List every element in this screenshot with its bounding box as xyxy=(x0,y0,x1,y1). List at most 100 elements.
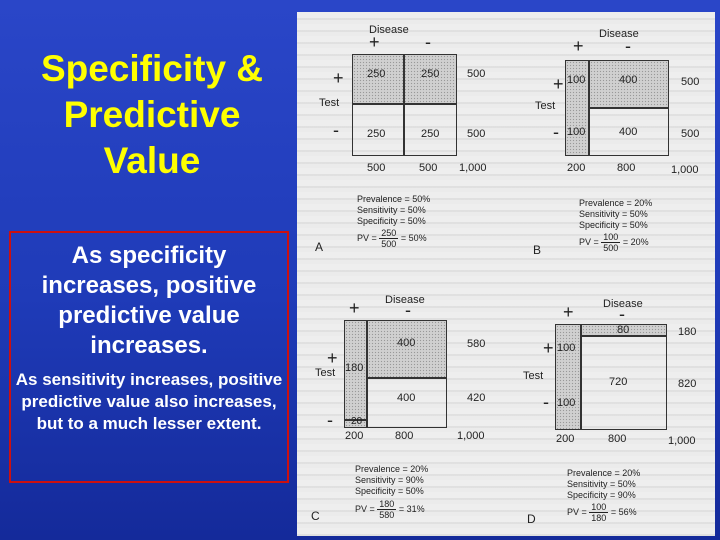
col-total: 200 xyxy=(556,433,575,445)
cell-c: 100 xyxy=(567,126,586,138)
test-label: Test xyxy=(315,367,336,379)
cell-d: 720 xyxy=(609,376,628,388)
row-total: 500 xyxy=(467,68,486,80)
pv-label: PV = xyxy=(357,232,377,243)
disease-label: Disease xyxy=(603,298,643,310)
row-minus-label: - xyxy=(553,122,559,142)
specificity-text: Specificity = 50% xyxy=(579,220,648,230)
cell-c: 20 xyxy=(351,416,363,427)
cell-b: 400 xyxy=(619,74,638,86)
col-minus-label: - xyxy=(619,304,625,324)
pv-numerator: 100 xyxy=(589,502,609,513)
diseased-column-highlight xyxy=(344,320,367,420)
row-total: 180 xyxy=(678,326,697,338)
row-total: 580 xyxy=(467,338,486,350)
slide-title: Specificity & Predictive Value xyxy=(40,48,264,181)
column-divider xyxy=(403,54,405,156)
sub-statement: As sensitivity increases, positive predi… xyxy=(15,370,283,433)
col-minus-label: - xyxy=(625,36,631,56)
col-total: 800 xyxy=(617,162,636,174)
col-total: 500 xyxy=(367,162,386,174)
row-plus-label: + xyxy=(333,68,344,88)
pv-numerator: 180 xyxy=(377,499,397,510)
cell-b: 400 xyxy=(397,337,416,349)
grand-total: 1,000 xyxy=(457,430,485,442)
grand-total: 1,000 xyxy=(671,164,699,176)
col-minus-label: - xyxy=(425,32,431,52)
main-statement: As specificity increases, positive predi… xyxy=(41,242,257,359)
prevalence-text: Prevalence = 20% xyxy=(355,464,429,474)
col-total: 200 xyxy=(345,430,364,442)
cell-d: 400 xyxy=(619,126,638,138)
disease-label: Disease xyxy=(599,28,639,40)
false-positive-highlight xyxy=(581,324,667,336)
pv-numerator: 250 xyxy=(379,228,399,239)
pv-result: = 31% xyxy=(398,503,425,514)
pv-formula: PV = 100 180 = 56% xyxy=(567,502,637,523)
row-total: 820 xyxy=(678,378,697,390)
pv-label: PV = xyxy=(567,506,587,517)
cell-a: 180 xyxy=(345,362,364,374)
positive-test-highlight xyxy=(589,60,669,108)
grand-total: 1,000 xyxy=(668,435,696,447)
pv-numerator: 100 xyxy=(601,232,621,243)
grand-total: 1,000 xyxy=(459,162,487,174)
row-minus-label: - xyxy=(543,392,549,412)
panel-letter: B xyxy=(533,243,542,257)
disease-label: Disease xyxy=(369,24,409,36)
diseased-column-highlight xyxy=(565,60,589,156)
pv-fraction: 100 180 xyxy=(589,502,609,523)
test-label: Test xyxy=(319,97,340,109)
panel-letter: C xyxy=(311,509,320,523)
cell-a: 100 xyxy=(567,74,586,86)
true-negative-cell xyxy=(367,378,447,428)
sensitivity-text: Sensitivity = 50% xyxy=(579,209,648,219)
textbook-figure: Disease + - + Test - 250 250 250 250 500… xyxy=(297,12,715,536)
pv-denominator: 180 xyxy=(591,513,607,523)
prevalence-text: Prevalence = 20% xyxy=(579,198,653,208)
col-total: 800 xyxy=(395,430,414,442)
row-plus-label: + xyxy=(553,74,564,94)
row-total: 500 xyxy=(681,76,700,88)
row-total: 420 xyxy=(467,392,486,404)
sensitivity-text: Sensitivity = 90% xyxy=(355,475,424,485)
cell-c: 100 xyxy=(557,397,576,409)
col-minus-label: - xyxy=(405,300,411,320)
disease-label: Disease xyxy=(385,294,425,306)
panel-letter: A xyxy=(315,240,324,254)
test-label: Test xyxy=(523,370,544,382)
col-total: 500 xyxy=(419,162,438,174)
cell-a: 250 xyxy=(367,68,386,80)
col-plus-label: + xyxy=(563,302,574,322)
col-total: 200 xyxy=(567,162,586,174)
cell-b: 80 xyxy=(617,324,630,336)
sensitivity-text: Sensitivity = 50% xyxy=(567,479,636,489)
cell-a: 100 xyxy=(557,342,576,354)
prevalence-text: Prevalence = 50% xyxy=(357,194,431,204)
col-plus-label: + xyxy=(573,36,584,56)
cell-d: 250 xyxy=(421,128,440,140)
pv-formula: PV = 100 500 = 20% xyxy=(579,232,649,253)
prevalence-text: Prevalence = 20% xyxy=(567,468,641,478)
true-negative-cell xyxy=(589,108,669,156)
specificity-text: Specificity = 90% xyxy=(567,490,636,500)
sensitivity-text: Sensitivity = 50% xyxy=(357,205,426,215)
pv-formula: PV = 180 580 = 31% xyxy=(355,499,425,520)
pv-result: = 56% xyxy=(610,506,637,517)
pv-denominator: 500 xyxy=(381,239,397,249)
positive-test-highlight xyxy=(367,320,447,378)
explanation-box: As specificity increases, positive predi… xyxy=(9,231,289,483)
panel-letter: D xyxy=(527,512,536,526)
pv-result: = 50% xyxy=(400,232,427,243)
row-plus-label: + xyxy=(327,348,338,368)
pv-result: = 20% xyxy=(622,236,649,247)
specificity-text: Specificity = 50% xyxy=(357,216,426,226)
row-total: 500 xyxy=(467,128,486,140)
cell-d: 400 xyxy=(397,392,416,404)
diseased-column-highlight xyxy=(555,324,581,430)
pv-fraction: 180 580 xyxy=(377,499,397,520)
pv-label: PV = xyxy=(355,503,375,514)
pv-label: PV = xyxy=(579,236,599,247)
pv-denominator: 500 xyxy=(603,243,619,253)
cell-c: 250 xyxy=(367,128,386,140)
